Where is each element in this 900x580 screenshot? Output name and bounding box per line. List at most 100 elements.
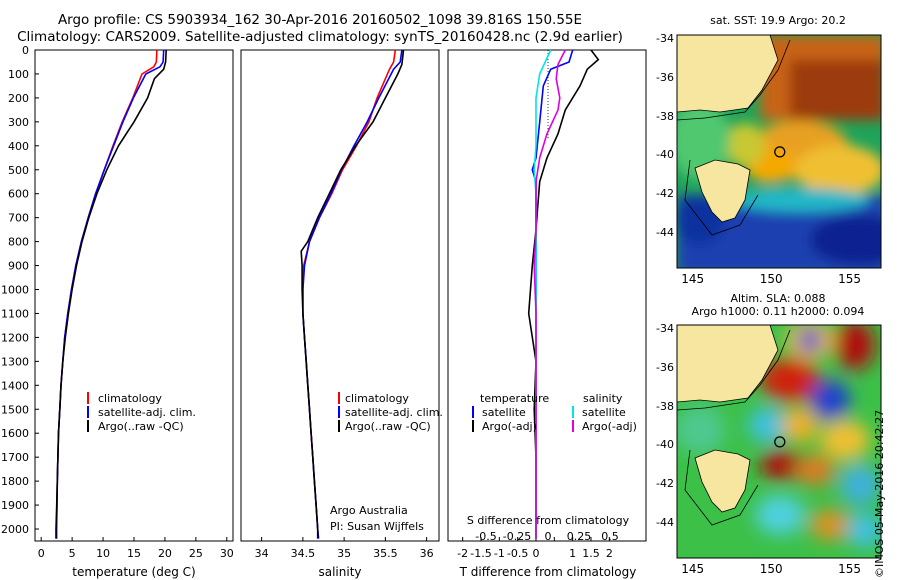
legend-t-satellite-label: satellite	[482, 406, 526, 419]
s-difference-label: S difference from climatology	[467, 514, 630, 527]
legend-satellite-label: satellite-adj. clim.	[98, 406, 196, 419]
lon-tick-label: 150	[759, 272, 783, 286]
series-s-argo	[533, 49, 567, 539]
t-difference-x-label: T difference from climatology	[459, 565, 637, 579]
s-diff-tick-label: 0	[545, 530, 552, 543]
y-tick-label: 1700	[1, 451, 29, 464]
y-tick-label: 1500	[1, 403, 29, 416]
y-tick-label: 1800	[1, 475, 29, 488]
x-tick-label: 1.5	[582, 547, 600, 560]
lon-tick-label: 145	[681, 562, 705, 576]
x-tick-label: 1	[569, 547, 576, 560]
temperature-x-label: temperature (deg C)	[72, 565, 195, 579]
difference-legend: temperature satellite Argo(-adj) salinit…	[472, 392, 637, 433]
title-line-2: Climatology: CARS2009. Satellite-adjuste…	[17, 29, 623, 45]
y-tick-label: 1000	[1, 284, 29, 297]
y-tick-label: 300	[8, 116, 29, 129]
salinity-legend: climatology satellite-adj. clim. Argo(..…	[338, 392, 443, 433]
x-tick-label: 10	[96, 547, 110, 560]
s-diff-tick-label: -0.25	[503, 530, 531, 543]
legend-s-satellite-label: satellite	[582, 406, 626, 419]
y-tick-label: 200	[8, 92, 29, 105]
s-diff-tick-label: 0.25	[567, 530, 592, 543]
legend-salinity-heading: salinity	[583, 392, 623, 405]
y-tick-label: 1400	[1, 379, 29, 392]
x-tick-label: 35	[337, 547, 351, 560]
x-tick-label: 5	[69, 547, 76, 560]
y-tick-label: 900	[8, 260, 29, 273]
lat-tick-label: -34	[656, 321, 674, 335]
legend-satellite-label: satellite-adj. clim.	[345, 406, 443, 419]
x-tick-label: -1.5	[470, 547, 491, 560]
lat-tick-label: -42	[656, 187, 674, 201]
y-tick-label: 1600	[1, 427, 29, 440]
lon-tick-label: 155	[838, 272, 862, 286]
lon-tick-label: 145	[681, 272, 705, 286]
legend-argo-label: Argo(..raw -QC)	[345, 420, 431, 433]
y-tick-label: 500	[8, 164, 29, 177]
series-argo-raw-qc-	[300, 49, 405, 539]
x-tick-label: 0	[533, 547, 540, 560]
y-tick-label: 1300	[1, 355, 29, 368]
salinity-x-label: salinity	[318, 565, 361, 579]
lat-tick-label: -42	[656, 477, 674, 491]
salinity-plot-frame	[240, 49, 440, 542]
y-tick-label: 1900	[1, 499, 29, 512]
lat-tick-label: -44	[656, 516, 674, 530]
legend-t-argo-label: Argo(-adj)	[482, 420, 537, 433]
s-diff-tick-label: 0.5	[601, 530, 619, 543]
y-tick-label: 800	[8, 236, 29, 249]
lat-tick-label: -44	[656, 226, 674, 240]
sst-map-title: sat. SST: 19.9 Argo: 20.2	[710, 14, 846, 27]
lat-tick-label: -40	[656, 438, 674, 452]
y-tick-label: 2000	[1, 523, 29, 536]
x-tick-label: 15	[127, 547, 141, 560]
y-tick-label: 0	[22, 44, 29, 57]
y-tick-label: 600	[8, 188, 29, 201]
series-t-argo	[527, 49, 600, 539]
lat-tick-label: -36	[656, 360, 674, 374]
x-tick-label: 34.5	[291, 547, 316, 560]
s-diff-tick-label: -0.5	[475, 530, 496, 543]
x-tick-label: -1	[494, 547, 505, 560]
x-tick-label: 25	[189, 547, 203, 560]
legend-s-argo-label: Argo(-adj)	[582, 420, 637, 433]
y-tick-label: 700	[8, 212, 29, 225]
lon-tick-label: 150	[759, 562, 783, 576]
series-argo-raw-qc-	[55, 49, 167, 539]
annotation-line-2: PI: Susan Wijffels	[330, 520, 424, 533]
sla-map-subtitle: Argo h1000: 0.11 h2000: 0.094	[691, 305, 865, 318]
y-tick-label: 1100	[1, 307, 29, 320]
x-tick-label: 34	[255, 547, 269, 560]
x-tick-label: 2	[606, 547, 613, 560]
imos-timestamp: ©IMOS 05-May-2016 20:42:27	[873, 409, 886, 578]
lon-tick-label: 155	[838, 562, 862, 576]
lat-tick-label: -36	[656, 70, 674, 84]
legend-climatology-label: climatology	[98, 392, 162, 405]
x-tick-label: -0.5	[507, 547, 528, 560]
x-tick-label: 30	[220, 547, 234, 560]
x-tick-label: 0	[38, 547, 45, 560]
lat-tick-label: -38	[656, 109, 674, 123]
y-tick-label: 100	[8, 68, 29, 81]
y-tick-label: 400	[8, 140, 29, 153]
legend-climatology-label: climatology	[345, 392, 409, 405]
sla-map-title: Altim. SLA: 0.088	[730, 292, 826, 305]
x-tick-label: -2	[457, 547, 468, 560]
annotation-line-1: Argo Australia	[330, 504, 408, 517]
y-tick-label: 1200	[1, 331, 29, 344]
lat-tick-label: -40	[656, 148, 674, 162]
title-line-1: Argo profile: CS 5903934_162 30-Apr-2016…	[57, 12, 583, 28]
temperature-legend: climatology satellite-adj. clim. Argo(..…	[87, 392, 196, 433]
legend-temperature-heading: temperature	[480, 392, 549, 405]
legend-argo-label: Argo(..raw -QC)	[98, 420, 184, 433]
difference-plot-frame	[447, 49, 647, 542]
x-tick-label: 36	[420, 547, 434, 560]
x-tick-label: 35.5	[373, 547, 398, 560]
x-tick-label: 20	[158, 547, 172, 560]
lat-tick-label: -34	[656, 31, 674, 45]
lat-tick-label: -38	[656, 399, 674, 413]
